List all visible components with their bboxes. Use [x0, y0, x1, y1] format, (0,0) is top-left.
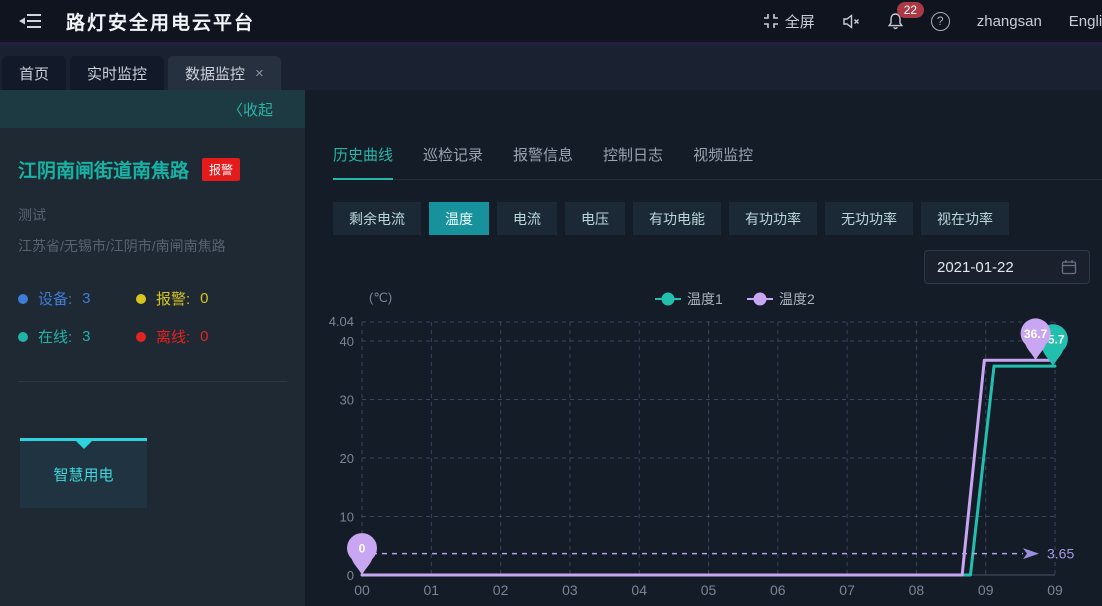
app-title: 路灯安全用电云平台 — [66, 12, 256, 34]
fullscreen-icon — [763, 14, 778, 28]
tab-video-monitor[interactable]: 视频监控 — [693, 147, 754, 164]
svg-text:00: 00 — [354, 582, 370, 598]
station-stats: 设备: 3 报警: 0 在线: 3 离线: 0 — [18, 288, 287, 347]
svg-text:04: 04 — [631, 582, 647, 598]
svg-text:温度1: 温度1 — [687, 291, 723, 307]
tab-alarm-info[interactable]: 报警信息 — [513, 147, 574, 164]
fullscreen-label: 全屏 — [784, 13, 815, 31]
collapse-button[interactable]: 〈收起 — [228, 99, 273, 120]
tab-label: 首页 — [19, 65, 50, 83]
tab-data-monitor[interactable]: 数据监控 × — [168, 56, 281, 90]
stat-dot — [18, 293, 28, 304]
speaker-muted-icon — [843, 13, 859, 29]
tab-bar: 首页 实时监控 数据监控 × — [0, 45, 1102, 90]
stat-dot — [136, 293, 146, 304]
svg-text:08: 08 — [909, 582, 925, 598]
svg-text:09: 09 — [1047, 582, 1063, 598]
help-button[interactable]: ? — [930, 11, 950, 31]
svg-text:4.04: 4.04 — [329, 314, 354, 329]
stat-value: 0 — [200, 290, 209, 307]
stat-devices: 设备: 3 — [18, 288, 136, 309]
svg-text:06: 06 — [770, 582, 786, 598]
username[interactable]: zhangsan — [976, 12, 1042, 30]
stat-online: 在线: 3 — [18, 326, 136, 347]
alarm-badge: 报警 — [202, 158, 241, 181]
metric-button-residual-current[interactable]: 剩余电流 — [333, 202, 421, 235]
help-icon: ? — [930, 11, 950, 31]
metric-button-active-power[interactable]: 有功功率 — [729, 202, 817, 235]
calendar-icon — [1061, 260, 1077, 275]
svg-text:0: 0 — [347, 568, 354, 583]
svg-text:02: 02 — [493, 582, 509, 598]
sidebar-collapse-strip: 〈收起 — [0, 90, 305, 128]
stat-value: 3 — [82, 328, 91, 345]
svg-text:20: 20 — [340, 451, 354, 466]
metric-button-voltage[interactable]: 电压 — [565, 202, 625, 235]
metric-button-reactive-power[interactable]: 无功功率 — [825, 202, 913, 235]
svg-text:40: 40 — [340, 334, 354, 349]
menu-collapse-icon[interactable] — [18, 12, 42, 30]
station-subtitle: 测试 — [18, 207, 46, 223]
notification-badge: 22 — [896, 2, 925, 18]
svg-text:(℃): (℃) — [369, 290, 392, 305]
fullscreen-button[interactable]: 全屏 — [763, 11, 815, 32]
language-switcher[interactable]: English — [1068, 12, 1102, 30]
tab-label: 数据监控 — [185, 65, 246, 83]
stat-offline: 离线: 0 — [136, 326, 287, 347]
stat-label: 在线: — [38, 329, 73, 346]
svg-text:36.7: 36.7 — [1024, 327, 1048, 341]
stat-alarms: 报警: 0 — [136, 288, 287, 309]
stat-label: 报警: — [156, 291, 191, 308]
stat-value: 3 — [82, 290, 91, 307]
stat-value: 0 — [200, 328, 209, 345]
svg-text:0: 0 — [359, 542, 366, 556]
station-name: 江阴南闸街道南焦路 — [18, 161, 190, 182]
svg-text:07: 07 — [839, 582, 855, 598]
metric-button-current[interactable]: 电流 — [497, 202, 557, 235]
station-address: 江苏省/无锡市/江阴市/南闸南焦路 — [18, 238, 226, 254]
card-arrow-icon — [75, 441, 92, 449]
date-value: 2021-01-22 — [937, 258, 1014, 276]
tab-home[interactable]: 首页 — [2, 56, 67, 90]
svg-text:09: 09 — [978, 582, 994, 598]
tab-control-log[interactable]: 控制日志 — [603, 147, 664, 164]
divider — [18, 381, 287, 382]
tab-history-curve[interactable]: 历史曲线 — [333, 144, 394, 180]
metric-button-active-energy[interactable]: 有功电能 — [633, 202, 721, 235]
tab-realtime-monitor[interactable]: 实时监控 — [70, 56, 165, 90]
detail-tabs: 历史曲线 巡检记录 报警信息 控制日志 视频监控 — [333, 144, 1102, 180]
module-card-label: 智慧用电 — [53, 467, 114, 484]
module-card-smart-power[interactable]: 智慧用电 — [20, 438, 147, 508]
metric-button-temperature[interactable]: 温度 — [429, 202, 489, 235]
tab-inspection-records[interactable]: 巡检记录 — [423, 147, 484, 164]
sidebar: 〈收起 江阴南闸街道南焦路 报警 测试 江苏省/无锡市/江阴市/南闸南焦路 设备… — [0, 90, 305, 606]
svg-text:3.65: 3.65 — [1047, 546, 1074, 562]
mute-button[interactable] — [842, 13, 860, 29]
svg-text:05: 05 — [701, 582, 717, 598]
metric-button-apparent-power[interactable]: 视在功率 — [921, 202, 1009, 235]
svg-text:03: 03 — [562, 582, 578, 598]
stat-label: 离线: — [156, 329, 191, 346]
notifications-button[interactable]: 22 — [887, 2, 925, 30]
svg-text:温度2: 温度2 — [779, 291, 815, 307]
svg-text:01: 01 — [424, 582, 440, 598]
stat-dot — [18, 331, 28, 342]
stat-label: 设备: — [38, 291, 73, 308]
close-icon[interactable]: × — [255, 64, 264, 82]
stat-dot — [136, 331, 146, 342]
metric-buttons: 剩余电流 温度 电流 电压 有功电能 有功功率 无功功率 视在功率 — [333, 202, 1009, 235]
svg-text:10: 10 — [340, 510, 354, 525]
svg-text:30: 30 — [340, 393, 354, 408]
tab-label: 实时监控 — [87, 65, 148, 83]
app-header: 路灯安全用电云平台 全屏 22 ? — [0, 0, 1102, 45]
date-picker[interactable]: 2021-01-22 — [924, 250, 1090, 284]
temperature-chart: 0 10 20 30 40 4.04 00 01 02 03 04 05 06 07 08 09 09 (℃) 温度… — [329, 290, 1075, 598]
main-panel: 历史曲线 巡检记录 报警信息 控制日志 视频监控 剩余电流 温度 电流 电压 有… — [305, 90, 1102, 606]
